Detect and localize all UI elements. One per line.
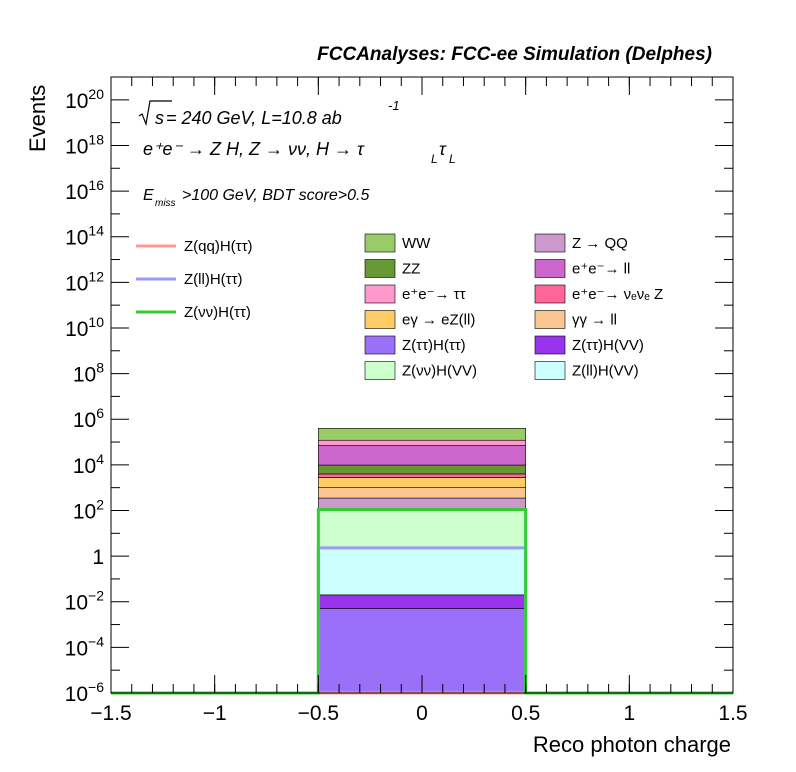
- x-tick-label-3: 0: [416, 702, 428, 725]
- annotation-energy: s = 240 GeV, L=10.8 ab -1: [138, 98, 400, 128]
- annotation-energy-lumi: = 240 GeV, L=10.8 ab: [166, 108, 342, 128]
- legend-bkg-swatch-8: [364, 335, 396, 355]
- legend-bkg-swatch-11: [534, 361, 566, 380]
- legend-bkg-label-5: e⁺e⁻→ νₑνₑ Z: [572, 286, 663, 303]
- annotation-cuts: E miss >100 GeV, BDT score>0.5: [143, 187, 369, 209]
- annotation-sqrt-s: s: [155, 108, 164, 128]
- x-tick-label-4: 0.5: [511, 702, 540, 725]
- bar-5-ll: [318, 487, 526, 499]
- bar-4-z-qq: [318, 497, 526, 510]
- y-tick-label-11: 1016: [65, 177, 104, 204]
- x-tick-label-6: 1.5: [718, 702, 747, 725]
- bar-10-e-e: [318, 439, 526, 446]
- legend-bkg-swatch-3: [534, 259, 566, 278]
- annotation-cuts-sub: miss: [155, 198, 176, 209]
- bar-9-e-e-ll: [318, 445, 526, 466]
- legend-bkg-swatch-10: [364, 361, 396, 380]
- legend-bkg-swatch-2: [364, 259, 396, 278]
- legend-signal-label-2: Z(νν)H(ττ): [184, 304, 251, 321]
- y-tick-label-1: 10−4: [65, 633, 105, 660]
- annotation-process-sub2: L: [449, 152, 456, 166]
- sqrt-icon: [138, 100, 172, 127]
- bar-11-ww: [318, 428, 526, 441]
- x-tick-label-0: −1.5: [90, 702, 131, 725]
- y-tick-label-7: 108: [73, 360, 104, 387]
- legend-bkg-label-7: γγ → ll: [572, 312, 617, 329]
- legend-bkg-label-11: Z(ll)H(VV): [572, 363, 639, 380]
- y-tick-label-5: 104: [73, 451, 104, 478]
- legend: Z(qq)H(ττ) Z(ll)H(ττ) Z(νν)H(ττ) WW Z → QQ ZZ…: [136, 233, 663, 380]
- y-tick-label-6: 106: [73, 405, 104, 432]
- legend-bkg-label-4: e⁺e⁻→ ττ: [402, 286, 466, 303]
- y-tick-label-10: 1014: [65, 223, 104, 250]
- legend-bkg-label-1: Z → QQ: [572, 235, 628, 252]
- y-axis-ticks: 10−6 10−4 10−2 1 102 104 106 108 1010 1012 1014 101…: [65, 86, 733, 706]
- x-tick-label-2: −0.5: [298, 702, 339, 725]
- legend-bkg-swatch-0: [364, 233, 396, 253]
- legend-bkg-swatch-4: [364, 284, 396, 304]
- annotation-cuts-E: E: [143, 187, 154, 204]
- annotation-process-tau2: τ: [439, 139, 447, 159]
- legend-bkg-label-2: ZZ: [402, 261, 420, 278]
- y-tick-label-4: 102: [73, 496, 104, 523]
- x-tick-label-5: 1: [623, 702, 635, 725]
- y-axis-title: Events: [25, 85, 50, 152]
- legend-bkg-label-8: Z(ττ)H(ττ): [402, 337, 466, 354]
- bar-8-zz: [318, 464, 526, 475]
- bar-2-z-ll-h-vv: [318, 547, 526, 596]
- y-tick-label-9: 1012: [65, 268, 104, 295]
- legend-bkg-label-10: Z(νν)H(VV): [402, 363, 477, 380]
- legend-signal-label-0: Z(qq)H(ττ): [184, 238, 253, 255]
- legend-bkg-swatch-5: [534, 284, 566, 304]
- x-axis-title: Reco photon charge: [533, 732, 731, 757]
- legend-bkg-swatch-1: [534, 233, 566, 253]
- annotation-process-sub1: L: [431, 152, 438, 166]
- y-tick-label-3: 1: [92, 546, 104, 569]
- legend-bkg-swatch-6: [364, 310, 396, 329]
- y-tick-label-8: 1010: [65, 314, 104, 341]
- annotation-process-text: e⁺e⁻ → Z H, Z → νν, H → τ: [143, 139, 365, 159]
- bar-7-e-e-e-e-z: [318, 473, 526, 478]
- x-axis-ticks: −1.5 −1 −0.5 0 0.5 1 1.5: [90, 77, 748, 725]
- legend-signal-label-1: Z(ll)H(ττ): [184, 271, 243, 288]
- y-tick-label-0: 10−6: [65, 679, 105, 706]
- legend-bkg-label-9: Z(ττ)H(VV): [572, 337, 644, 354]
- legend-bkg-swatch-9: [534, 335, 566, 355]
- legend-bkg-label-0: WW: [402, 235, 431, 252]
- legend-bkg-label-6: eγ → eZ(ll): [402, 312, 475, 329]
- stack-bars: [318, 428, 526, 694]
- annotation-cuts-rest: >100 GeV, BDT score>0.5: [182, 187, 369, 204]
- annotation-lumi-exponent: -1: [388, 98, 400, 113]
- y-tick-label-2: 10−2: [65, 588, 105, 615]
- legend-bkg-swatch-7: [534, 310, 566, 329]
- bar-3-z-h-vv: [318, 509, 526, 549]
- bar-1-z-h-vv: [318, 594, 526, 609]
- x-tick-label-1: −1: [203, 702, 227, 725]
- chart-header-title: FCCAnalyses: FCC-ee Simulation (Delphes): [317, 44, 712, 65]
- annotation-process: e⁺e⁻ → Z H, Z → νν, H → τ L τ L: [143, 139, 456, 166]
- legend-bkg-label-3: e⁺e⁻→ ll: [572, 261, 630, 278]
- bar-6-e-ez-ll: [318, 477, 526, 488]
- y-tick-label-13: 1020: [65, 86, 104, 113]
- y-tick-label-12: 1018: [65, 131, 104, 158]
